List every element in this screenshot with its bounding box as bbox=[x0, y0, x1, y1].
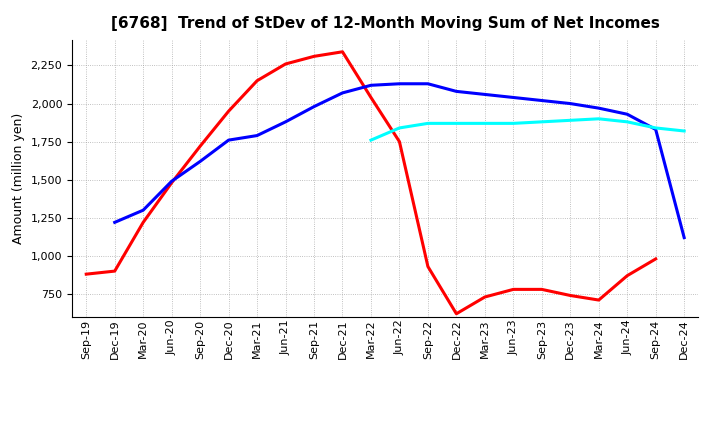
5 Years bbox=[623, 112, 631, 117]
7 Years bbox=[537, 119, 546, 125]
7 Years bbox=[623, 119, 631, 125]
7 Years bbox=[652, 125, 660, 131]
3 Years bbox=[253, 78, 261, 83]
Title: [6768]  Trend of StDev of 12-Month Moving Sum of Net Incomes: [6768] Trend of StDev of 12-Month Moving… bbox=[111, 16, 660, 32]
3 Years bbox=[167, 180, 176, 185]
5 Years bbox=[225, 137, 233, 143]
3 Years bbox=[452, 311, 461, 316]
3 Years bbox=[509, 287, 518, 292]
5 Years bbox=[110, 220, 119, 225]
3 Years bbox=[338, 49, 347, 55]
7 Years bbox=[395, 125, 404, 131]
5 Years bbox=[167, 179, 176, 184]
7 Years bbox=[509, 121, 518, 126]
3 Years bbox=[110, 268, 119, 274]
5 Years bbox=[566, 101, 575, 106]
3 Years bbox=[196, 143, 204, 149]
3 Years bbox=[82, 271, 91, 277]
5 Years bbox=[595, 106, 603, 111]
5 Years bbox=[282, 119, 290, 125]
3 Years bbox=[537, 287, 546, 292]
5 Years bbox=[338, 90, 347, 95]
7 Years bbox=[595, 116, 603, 121]
3 Years bbox=[395, 139, 404, 144]
Y-axis label: Amount (million yen): Amount (million yen) bbox=[12, 113, 25, 244]
3 Years bbox=[225, 109, 233, 114]
5 Years bbox=[310, 104, 318, 109]
5 Years bbox=[366, 83, 375, 88]
7 Years bbox=[366, 137, 375, 143]
3 Years bbox=[139, 220, 148, 225]
3 Years bbox=[282, 61, 290, 66]
5 Years bbox=[480, 92, 489, 97]
7 Years bbox=[423, 121, 432, 126]
3 Years bbox=[623, 273, 631, 279]
5 Years bbox=[652, 127, 660, 132]
5 Years bbox=[509, 95, 518, 100]
5 Years bbox=[452, 89, 461, 94]
Line: 5 Years: 5 Years bbox=[114, 84, 684, 238]
5 Years bbox=[395, 81, 404, 86]
3 Years bbox=[566, 293, 575, 298]
7 Years bbox=[452, 121, 461, 126]
3 Years bbox=[310, 54, 318, 59]
Line: 3 Years: 3 Years bbox=[86, 52, 656, 314]
5 Years bbox=[680, 235, 688, 240]
5 Years bbox=[139, 208, 148, 213]
7 Years bbox=[680, 128, 688, 134]
7 Years bbox=[480, 121, 489, 126]
Line: 7 Years: 7 Years bbox=[371, 119, 684, 140]
3 Years bbox=[480, 294, 489, 300]
3 Years bbox=[366, 95, 375, 100]
3 Years bbox=[652, 256, 660, 261]
3 Years bbox=[423, 264, 432, 269]
7 Years bbox=[566, 117, 575, 123]
5 Years bbox=[196, 159, 204, 164]
5 Years bbox=[423, 81, 432, 86]
5 Years bbox=[537, 98, 546, 103]
5 Years bbox=[253, 133, 261, 138]
3 Years bbox=[595, 297, 603, 303]
